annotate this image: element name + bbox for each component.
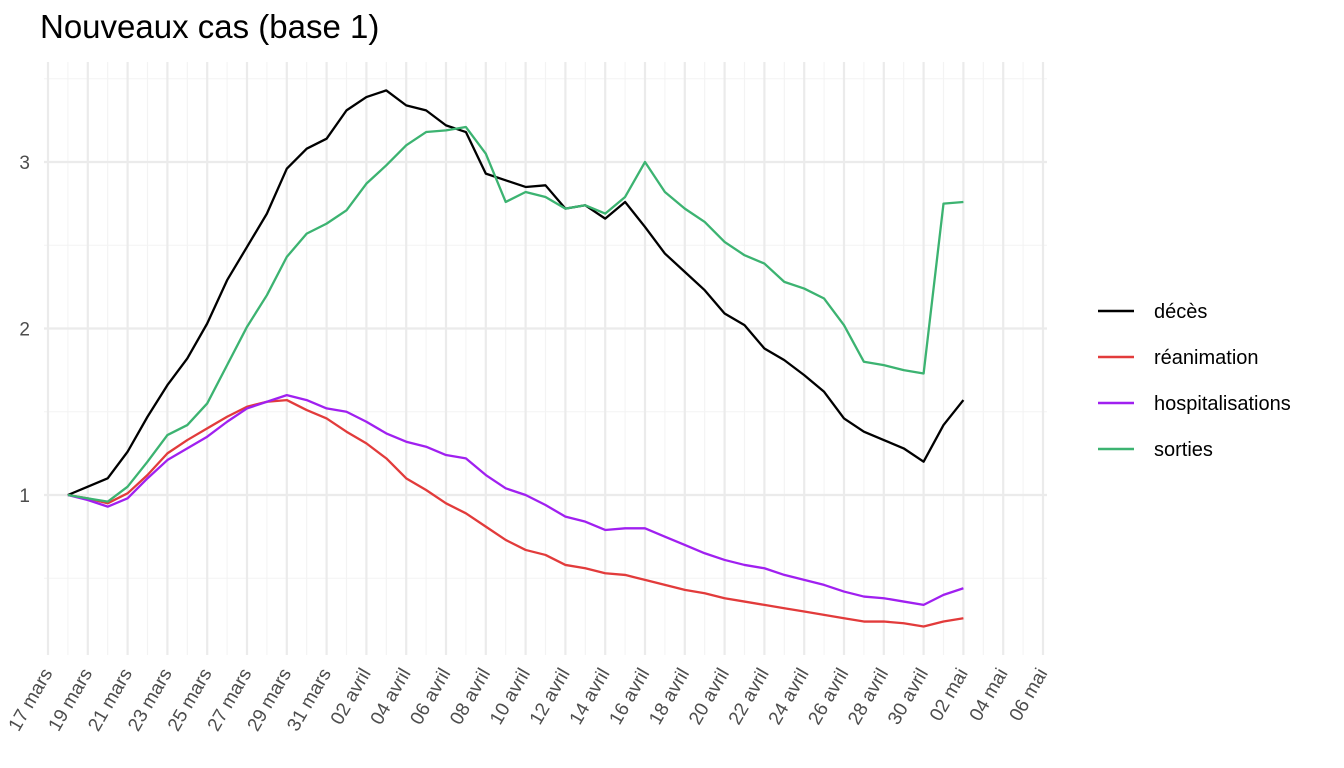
grid-major xyxy=(44,62,1047,655)
legend: décès réanimation hospitalisations sorties xyxy=(1098,301,1291,461)
y-tick-label-1: 2 xyxy=(19,320,30,341)
series-line-hospitalisations xyxy=(67,393,964,607)
legend-label-hospitalisations: hospitalisations xyxy=(1154,393,1291,415)
legend-label-sorties: sorties xyxy=(1154,439,1213,461)
x-tick-label-25: 06 mai xyxy=(1006,665,1053,725)
legend-label-reanimation: réanimation xyxy=(1154,347,1259,369)
y-tick-label-2: 3 xyxy=(19,153,30,174)
y-tick-label-0: 1 xyxy=(19,486,30,507)
series-lines xyxy=(67,89,965,628)
y-axis-tick-labels: 1 2 3 xyxy=(19,153,30,507)
series-line-reanimation xyxy=(67,398,964,628)
x-tick-label-24: 04 mai xyxy=(966,665,1013,725)
series-line-deces xyxy=(67,89,965,497)
series-line-sorties xyxy=(67,125,964,503)
legend-label-deces: décès xyxy=(1154,301,1207,323)
chart-title: Nouveaux cas (base 1) xyxy=(40,8,380,45)
x-tick-label-23: 02 mai xyxy=(926,665,973,725)
grid-minor xyxy=(44,62,1047,655)
